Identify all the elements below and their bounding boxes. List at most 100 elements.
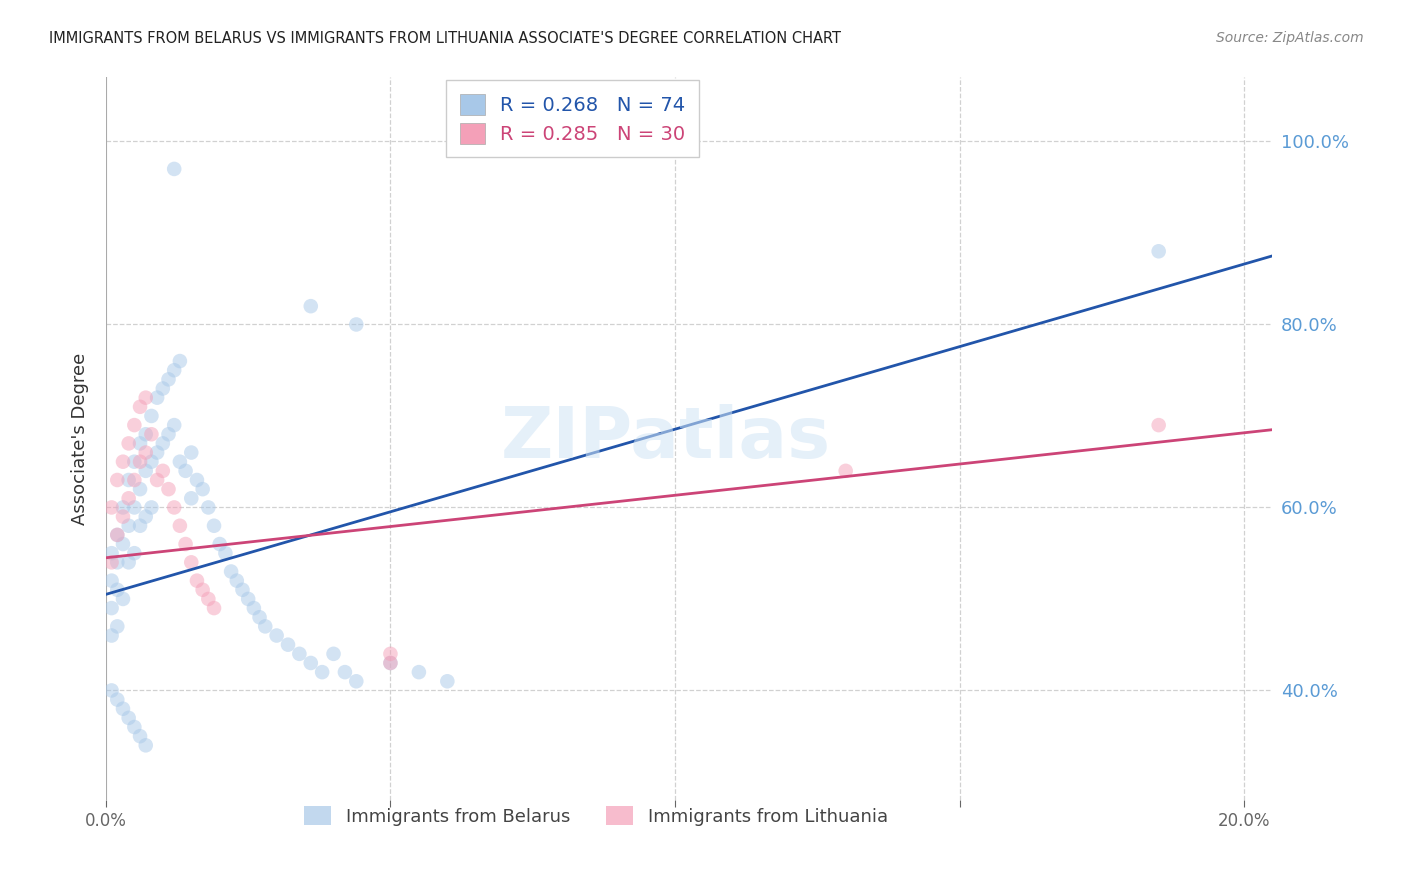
Y-axis label: Associate's Degree: Associate's Degree [72,352,89,525]
Point [174,537,197,551]
Point [322,647,344,661]
Point [146,473,169,487]
Text: Source: ZipAtlas.com: Source: ZipAtlas.com [1216,31,1364,45]
Point [152,464,174,478]
Point [299,656,322,670]
Point [105,528,128,542]
Point [129,729,152,743]
Point [124,546,146,560]
Point [129,455,152,469]
Point [254,619,277,633]
Point [111,702,134,716]
Point [100,546,122,560]
Point [169,354,191,368]
Point [169,455,191,469]
Point [197,591,219,606]
Point [146,391,169,405]
Point [436,674,458,689]
Point [214,546,236,560]
Point [124,720,146,734]
Point [191,582,214,597]
Point [208,537,231,551]
Point [202,601,225,615]
Point [180,555,202,569]
Legend: Immigrants from Belarus, Immigrants from Lithuania: Immigrants from Belarus, Immigrants from… [295,797,897,835]
Point [163,418,186,433]
Point [141,427,163,442]
Point [299,299,322,313]
Point [105,619,128,633]
Point [118,555,141,569]
Point [152,436,174,450]
Point [219,565,242,579]
Point [141,455,163,469]
Point [344,318,367,332]
Point [163,500,186,515]
Point [202,518,225,533]
Point [157,372,180,386]
Point [111,537,134,551]
Point [129,436,152,450]
Point [266,628,288,642]
Point [408,665,430,680]
Point [118,491,141,506]
Point [111,500,134,515]
Point [118,473,141,487]
Point [124,418,146,433]
Point [124,455,146,469]
Point [344,674,367,689]
Point [191,482,214,496]
Point [311,665,333,680]
Point [118,518,141,533]
Point [157,482,180,496]
Point [225,574,247,588]
Point [129,482,152,496]
Point [118,436,141,450]
Point [380,656,402,670]
Text: ZIPatlas: ZIPatlas [501,404,831,474]
Point [249,610,271,624]
Point [180,445,202,459]
Point [118,711,141,725]
Point [288,647,311,661]
Point [105,582,128,597]
Point [163,363,186,377]
Point [135,509,157,524]
Point [238,591,260,606]
Point [135,445,157,459]
Point [157,427,180,442]
Point [141,500,163,515]
Point [111,455,134,469]
Point [100,555,122,569]
Point [231,582,253,597]
Point [834,464,856,478]
Point [380,647,402,661]
Point [180,491,202,506]
Text: IMMIGRANTS FROM BELARUS VS IMMIGRANTS FROM LITHUANIA ASSOCIATE'S DEGREE CORRELAT: IMMIGRANTS FROM BELARUS VS IMMIGRANTS FR… [49,31,841,46]
Point [333,665,356,680]
Point [135,739,157,753]
Point [1147,418,1170,433]
Point [129,400,152,414]
Point [380,656,402,670]
Point [243,601,266,615]
Point [105,473,128,487]
Point [100,500,122,515]
Point [100,601,122,615]
Point [111,509,134,524]
Point [100,683,122,698]
Point [100,574,122,588]
Point [141,409,163,423]
Point [105,692,128,706]
Point [105,528,128,542]
Point [100,628,122,642]
Point [186,473,208,487]
Point [135,464,157,478]
Point [174,464,197,478]
Point [111,591,134,606]
Point [105,555,128,569]
Point [124,473,146,487]
Point [163,161,186,176]
Point [124,500,146,515]
Point [135,427,157,442]
